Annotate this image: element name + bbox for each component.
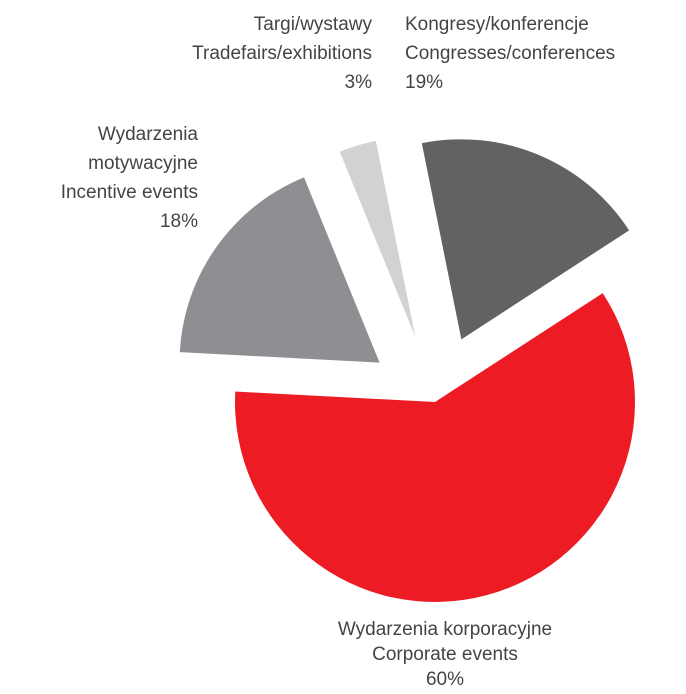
pie-slice — [179, 177, 380, 363]
value-label: 60% — [425, 669, 465, 690]
category-label: Targi/wystawy Tradefairs/exhibitions — [192, 14, 372, 64]
pie-slice — [235, 293, 635, 602]
slice-label: Wydarzenia motywacyjne Incentive events 1… — [61, 120, 198, 236]
pie-slice — [421, 139, 630, 340]
category-label: Wydarzenia korporacyjne Corporate events — [337, 619, 553, 665]
value-label: 3% — [344, 72, 372, 93]
pie-slice — [339, 140, 416, 337]
category-label: Kongresy/konferencje Congresses/conferen… — [405, 14, 616, 64]
slice-label: Targi/wystawy Tradefairs/exhibitions 3% — [192, 10, 372, 97]
value-label: 18% — [159, 211, 198, 232]
value-label: 19% — [405, 72, 444, 93]
slice-label: Kongresy/konferencje Congresses/conferen… — [405, 10, 615, 97]
slice-label: Wydarzenia korporacyjne Corporate events… — [245, 617, 645, 692]
category-label: Wydarzenia motywacyjne Incentive events — [60, 124, 198, 203]
